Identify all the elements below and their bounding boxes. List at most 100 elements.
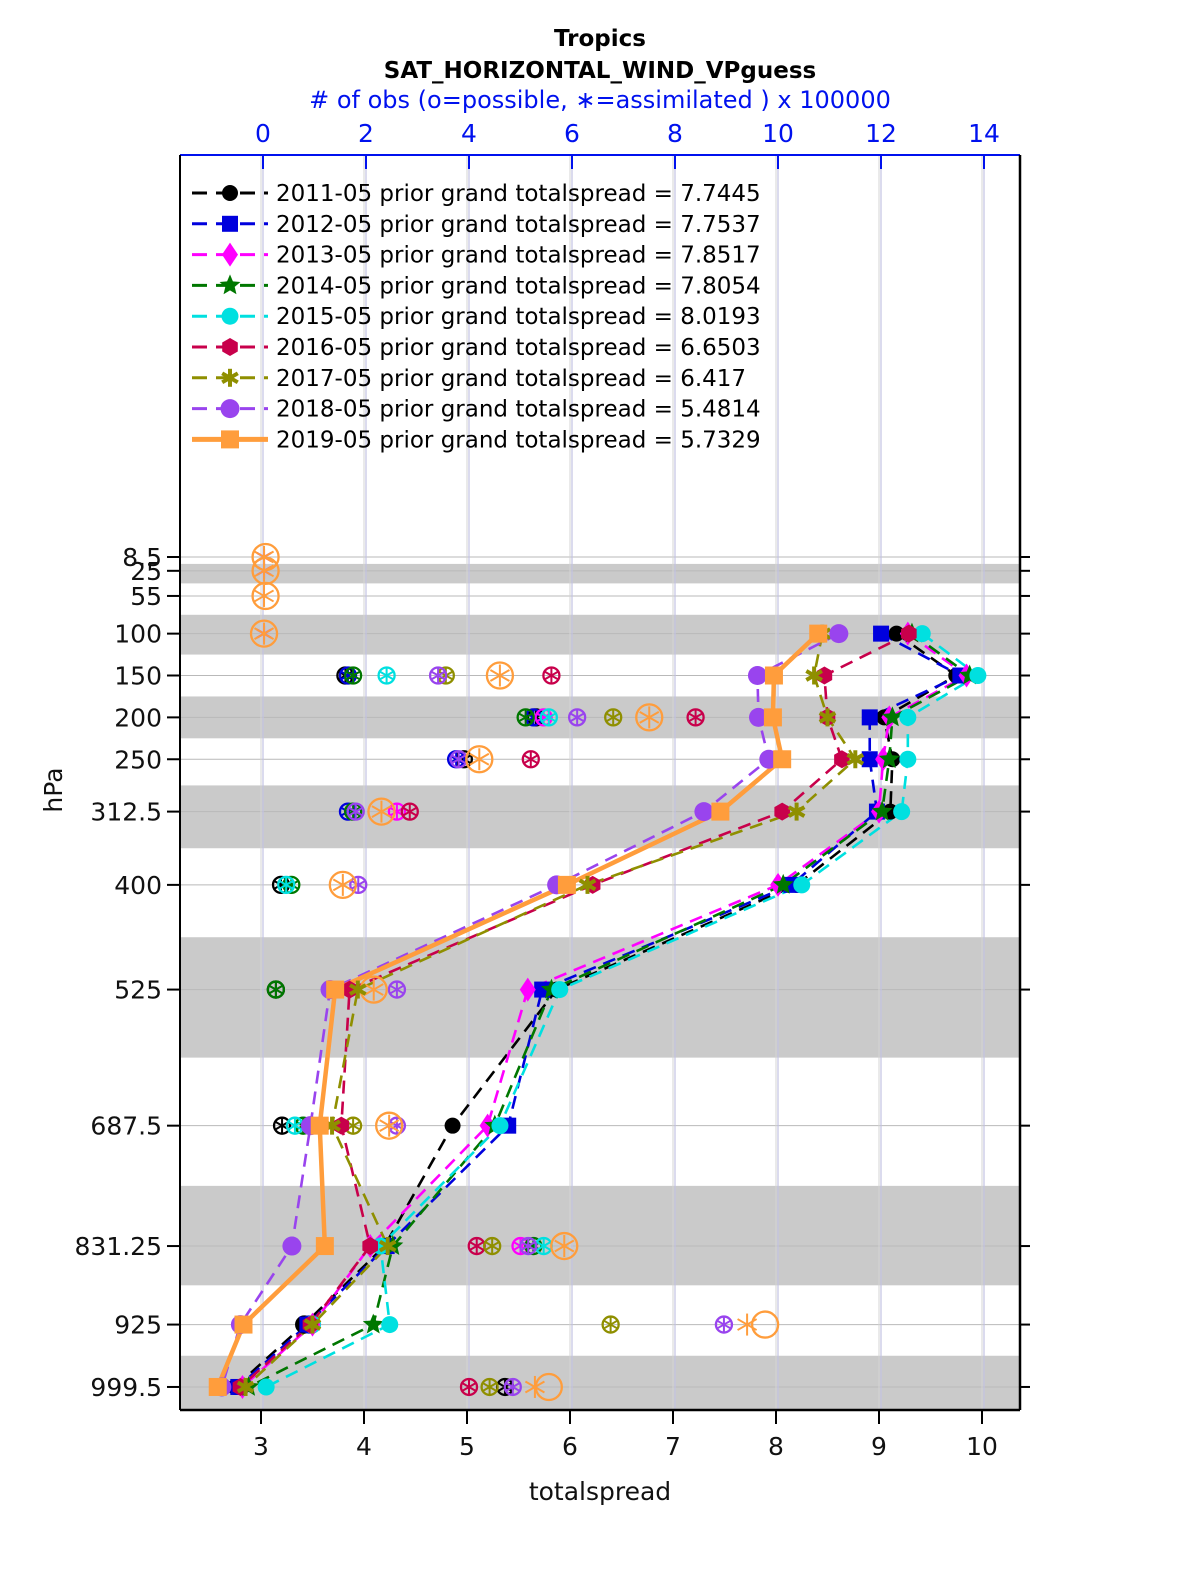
marker-2011-05 [444, 1117, 461, 1134]
obs-possible-2019-05 [465, 745, 494, 774]
marker-2014-05 [871, 800, 893, 821]
obs-assimilated-2019-05 [469, 752, 490, 766]
obs-assimilated-2019-05 [254, 564, 275, 578]
y-tick-label: 925 [114, 1311, 162, 1340]
obs-assimilated-2015-05 [287, 1120, 303, 1131]
marker-2012-05 [861, 751, 878, 768]
obs-assimilated-2018-05 [569, 712, 585, 723]
obs-possible-2019-05 [375, 1111, 404, 1140]
level-band [180, 1185, 1020, 1286]
bottom-tick-label: 4 [356, 1432, 372, 1461]
obs-assimilated-2014-05 [268, 984, 284, 995]
obs-assimilated-2019-05 [254, 627, 275, 640]
y-tick-label: 999.5 [90, 1373, 162, 1402]
obs-assimilated-2016-05 [688, 712, 704, 723]
obs-assimilated-2016-05 [469, 1241, 485, 1251]
obs-assimilated-2018-05 [350, 880, 366, 890]
marker-2012-05 [861, 709, 878, 726]
legend-label-2013-05: 2013-05 prior grand totalspread = 7.8517 [276, 243, 761, 269]
obs-assimilated-2017-05 [603, 1319, 619, 1330]
legend-label-2019-05: 2019-05 prior grand totalspread = 5.7329 [276, 427, 761, 453]
marker-2016-05 [816, 666, 833, 685]
series-line-2012-05 [237, 632, 964, 1388]
obs-assimilated-2017-05 [484, 1241, 500, 1251]
obs-assimilated-2016-05 [523, 754, 539, 765]
chart-subtitle: SAT_HORIZONTAL_WIND_VPguess [384, 58, 816, 84]
marker-2017-05 [578, 878, 597, 892]
obs-assimilated-2015-05 [379, 670, 395, 681]
top-tick-label: 14 [968, 119, 1000, 148]
legend-marker-2016-05 [222, 338, 238, 356]
bottom-tick-label: 9 [871, 1432, 887, 1461]
marker-2015-05 [381, 1316, 399, 1334]
y-axis-label: hPa [39, 767, 68, 812]
legend-label-2012-05: 2012-05 prior grand totalspread = 7.7537 [276, 212, 761, 238]
y-tick-label: 831.25 [75, 1232, 162, 1261]
obs-assimilated-2014-05 [345, 670, 361, 681]
marker-2017-05 [818, 711, 837, 724]
legend-marker-2011-05 [222, 185, 238, 201]
top-tick-label: 10 [762, 119, 794, 148]
y-tick-label: 312.5 [90, 798, 162, 827]
marker-2017-05 [846, 753, 865, 766]
series-line-2014-05 [248, 632, 973, 1389]
obs-assimilated-2016-05 [402, 806, 418, 817]
obs-assimilated-2019-05 [524, 1380, 545, 1394]
obs-possible-2019-05 [485, 661, 515, 690]
marker-2019-05 [315, 1237, 334, 1256]
marker-2015-05 [899, 750, 917, 768]
marker-2019-05 [208, 1377, 227, 1396]
series-line-2011-05 [234, 632, 959, 1388]
y-tick-label: 150 [114, 662, 162, 691]
obs-assimilated-2019-05 [363, 983, 384, 996]
marker-2019-05 [809, 624, 828, 643]
marker-2014-05 [881, 706, 903, 727]
obs-assimilated-2018-05 [430, 670, 446, 681]
obs-possible-2019-05 [249, 619, 279, 648]
obs-assimilated-2018-05 [451, 754, 467, 765]
marker-2011-05 [888, 625, 905, 642]
obs-possible-2019-05 [635, 703, 664, 732]
obs-assimilated-2019-05 [554, 1239, 575, 1253]
marker-2018-05 [748, 707, 768, 727]
top-axis-label: # of obs (o=possible, ∗=assimilated ) x … [309, 86, 891, 114]
legend-marker-2017-05 [221, 371, 239, 385]
y-tick-label: 250 [114, 745, 162, 774]
marker-2016-05 [774, 802, 790, 821]
marker-2015-05 [491, 1117, 509, 1135]
series-line-2017-05 [244, 633, 858, 1388]
legend-marker-2019-05 [221, 430, 239, 449]
marker-2019-05 [773, 750, 792, 769]
marker-2015-05 [257, 1378, 275, 1396]
obs-possible-2019-05 [251, 581, 280, 611]
y-tick-label: 8.5 [122, 543, 162, 572]
marker-2016-05 [834, 750, 850, 769]
y-tick-label: 200 [114, 703, 162, 732]
obs-assimilated-2019-05 [254, 589, 275, 603]
obs-assimilated-2018-05 [716, 1319, 732, 1330]
obs-assimilated-2018-05 [505, 1382, 521, 1392]
obs-assimilated-2019-05 [737, 1318, 758, 1331]
marker-2015-05 [969, 667, 987, 685]
marker-2017-05 [303, 1318, 322, 1331]
marker-2019-05 [234, 1315, 253, 1334]
obs-possible-2019-05 [328, 870, 357, 900]
marker-2014-05 [772, 873, 794, 894]
bottom-tick-label: 8 [768, 1432, 784, 1461]
marker-2018-05 [829, 624, 849, 644]
marker-2015-05 [913, 625, 931, 643]
level-band [180, 563, 1020, 584]
legend-label-2016-05: 2016-05 prior grand totalspread = 6.6503 [276, 335, 761, 361]
marker-2014-05 [362, 1313, 384, 1334]
legend-label-2017-05: 2017-05 prior grand totalspread = 6.417 [276, 366, 746, 392]
obs-assimilated-2018-05 [348, 806, 364, 817]
marker-2019-05 [557, 875, 576, 894]
legend-marker-2013-05 [222, 242, 238, 267]
y-tick-label: 55 [130, 582, 162, 611]
bottom-tick-label: 3 [253, 1432, 269, 1461]
obs-assimilated-2015-05 [536, 1241, 552, 1251]
bottom-tick-label: 5 [459, 1432, 475, 1461]
marker-2015-05 [893, 803, 911, 821]
